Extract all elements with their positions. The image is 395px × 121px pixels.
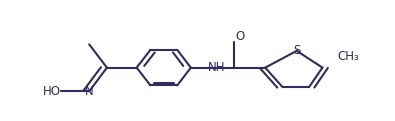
Text: O: O [235, 30, 245, 43]
Text: NH: NH [208, 61, 226, 74]
Text: HO: HO [43, 85, 61, 98]
Text: N: N [85, 85, 94, 98]
Text: S: S [293, 44, 301, 57]
Text: CH₃: CH₃ [338, 50, 359, 63]
